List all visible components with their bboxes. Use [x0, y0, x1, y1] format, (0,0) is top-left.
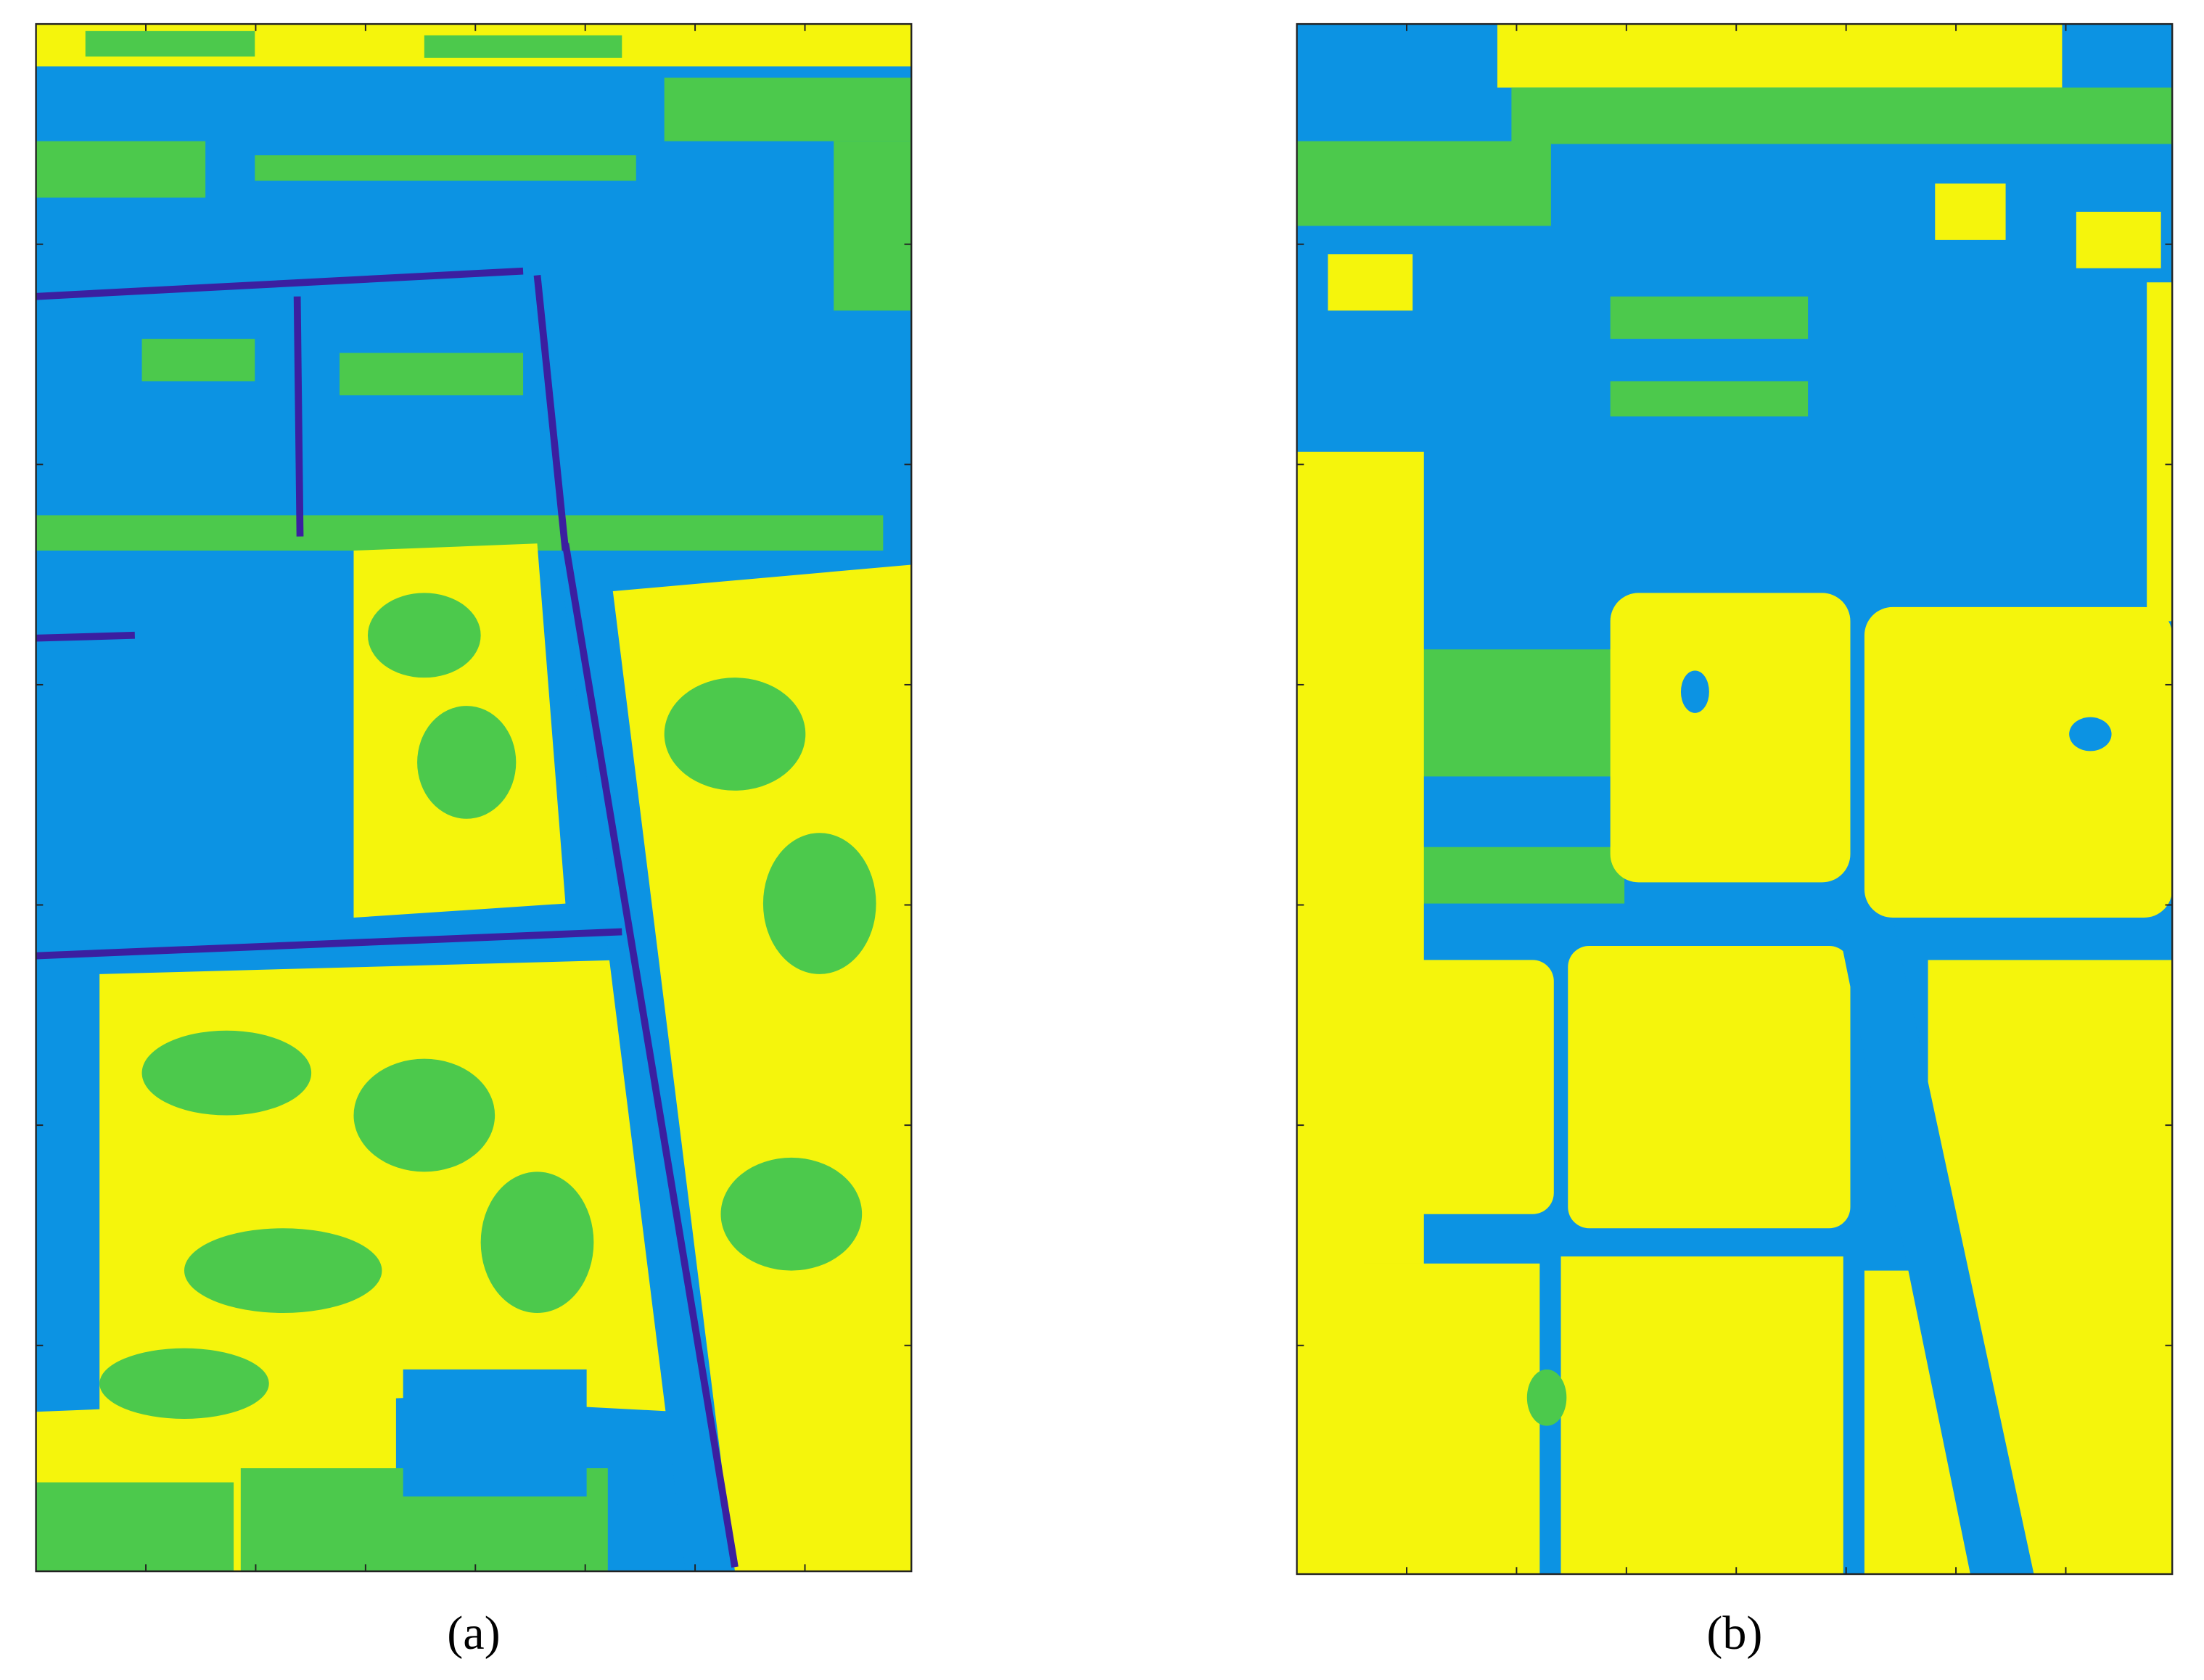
- classification-map-a: [36, 24, 912, 1572]
- frame: [1296, 22, 2174, 1576]
- panel-label: (a): [447, 1607, 500, 1660]
- classification-map-b: [1296, 24, 2173, 1575]
- panel-label: (b): [1706, 1607, 1762, 1660]
- frame: [35, 22, 913, 1573]
